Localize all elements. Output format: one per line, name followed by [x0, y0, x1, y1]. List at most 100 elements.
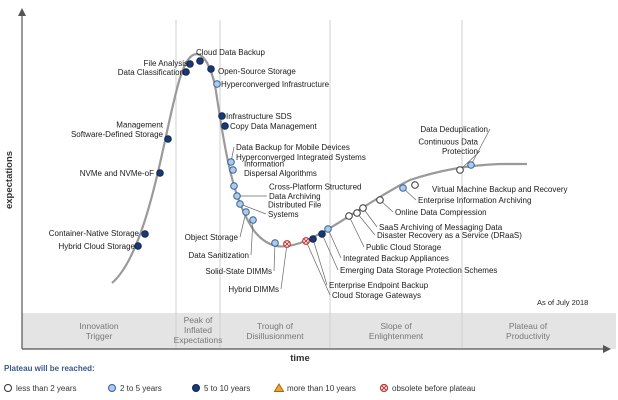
- label-file-analysis: File Analysis: [144, 59, 188, 68]
- marker-online-data-compression: [376, 196, 384, 204]
- phase-line: Trigger: [86, 331, 113, 341]
- label-line: Dispersal Algorithms: [244, 169, 317, 178]
- label-disaster-recovery-as-a-service-draas: Disaster Recovery as a Service (DRaaS): [377, 231, 522, 240]
- label-public-cloud-storage: Public Cloud Storage: [366, 243, 442, 252]
- label-line: Systems: [268, 210, 299, 219]
- marker-cloud-data-backup: [196, 57, 204, 65]
- phase-labels: Innovation Trigger Peak of Inflated Expectat…: [79, 315, 550, 345]
- y-axis-title: expectations: [4, 151, 15, 209]
- marker-integrated-backup-appliances: [324, 225, 332, 233]
- marker-container-native-storage: [141, 230, 149, 238]
- label-information-dispersal-algorithms: Information Dispersal Algorithms: [244, 160, 317, 179]
- marker-copy-data-management: [221, 122, 229, 130]
- legend-marker-5to10: [192, 384, 200, 392]
- marker-enterprise-endpoint-backup: [309, 235, 317, 243]
- label-data-deduplication: Data Deduplication: [420, 125, 488, 134]
- leader-line-enterprise-endpoint-backup: [312, 238, 328, 286]
- x-axis-arrow: [603, 345, 611, 353]
- label-line: Continuous Data: [418, 138, 478, 147]
- leader-line-data-sanitization: [250, 219, 254, 256]
- label-line: Data Archiving: [269, 192, 321, 201]
- leader-line-distributed-file-systems: [239, 203, 267, 215]
- leader-line-data-deduplication: [470, 128, 491, 166]
- marker-saas-archiving-of-messaging-data: [359, 204, 367, 212]
- label-cloud-data-backup: Cloud Data Backup: [196, 48, 265, 57]
- x-axis-title: time: [290, 353, 310, 364]
- leader-line-cloud-storage-gateways: [305, 240, 331, 296]
- marker-disaster-recovery-as-a-service-draas: [353, 209, 361, 217]
- marker-continuous-data-protection: [456, 166, 464, 174]
- leader-line-solid-state-dimms: [273, 242, 276, 272]
- label-line: Distributed File: [268, 201, 322, 210]
- marker-emerging-data-storage-protection-schemes: [318, 230, 326, 238]
- label-line: Management: [116, 121, 163, 130]
- marker-virtual-machine-backup-and-recovery: [411, 181, 419, 189]
- marker-information-dispersal-algorithms: [230, 182, 238, 190]
- label-infrastructure-sds: Infrastructure SDS: [226, 112, 292, 121]
- phase-slope-of-enlightenment: Slope of Enlightenment: [369, 321, 424, 341]
- label-object-storage: Object Storage: [185, 233, 239, 242]
- label-copy-data-management: Copy Data Management: [230, 122, 317, 131]
- phase-line: Plateau of: [509, 321, 548, 331]
- phase-line: Expectations: [174, 335, 223, 345]
- marker-open-source-storage: [207, 65, 215, 73]
- phase-line: Slope of: [380, 321, 412, 331]
- label-enterprise-information-archiving: Enterprise Information Archiving: [418, 196, 531, 205]
- phase-trough-of-disillusionment: Trough of Disillusionment: [246, 321, 304, 341]
- marker-data-deduplication: [467, 161, 475, 169]
- label-line: Cross-Platform Structured: [269, 183, 361, 192]
- label-nvme-and-nvme-of: NVMe and NVMe-oF: [80, 169, 154, 178]
- technology-labels: Hybrid Cloud Storage Container-Native Sto…: [49, 48, 568, 300]
- label-integrated-backup-appliances: Integrated Backup Appliances: [343, 254, 449, 263]
- phase-plateau-of-productivity: Plateau of Productivity: [506, 321, 551, 341]
- phase-band: [22, 313, 616, 349]
- as-of-note: As of July 2018: [537, 298, 588, 307]
- marker-cross-platform-structured-data-archiving: [233, 192, 241, 200]
- leader-line-integrated-backup-appliances: [327, 228, 342, 259]
- marker-management-software-defined-storage: [164, 135, 172, 143]
- label-line: Software-Defined Storage: [71, 130, 164, 139]
- phase-line: Disillusionment: [246, 331, 304, 341]
- label-saas-archiving-of-messaging-data: SaaS Archiving of Messaging Data: [379, 223, 503, 232]
- phase-innovation-trigger: Innovation Trigger: [79, 321, 118, 341]
- marker-hybrid-cloud-storage: [134, 242, 142, 250]
- phase-line: Inflated: [184, 325, 212, 335]
- label-continuous-data-protection: Continuous Data Protection: [418, 138, 478, 157]
- marker-hyperconverged-infrastructure: [213, 80, 221, 88]
- legend: less than 2 years 2 to 5 years 5 to 10 yea…: [4, 383, 476, 393]
- label-distributed-file-systems: Distributed File Systems: [268, 201, 322, 220]
- label-hyperconverged-integrated-systems: Hyperconverged Integrated Systems: [236, 153, 366, 162]
- label-data-backup-for-mobile-devices: Data Backup for Mobile Devices: [236, 143, 350, 152]
- legend-label-5to10: 5 to 10 years: [204, 384, 250, 393]
- marker-distributed-file-systems: [236, 200, 244, 208]
- marker-solid-state-dimms: [271, 239, 279, 247]
- marker-enterprise-information-archiving: [399, 184, 407, 192]
- legend-label-gt10: more than 10 years: [287, 384, 356, 393]
- label-line: Information: [244, 160, 284, 169]
- label-open-source-storage: Open-Source Storage: [218, 67, 296, 76]
- marker-file-analysis: [186, 60, 194, 68]
- label-virtual-machine-backup-and-recovery: Virtual Machine Backup and Recovery: [432, 185, 567, 194]
- legend-marker-lt2: [4, 384, 12, 392]
- legend-label-lt2: less than 2 years: [16, 384, 76, 393]
- leader-line-public-cloud-storage: [348, 215, 365, 248]
- label-management-software-defined-storage: Management Software-Defined Storage: [71, 121, 164, 140]
- phase-peak-of-inflated-expectations: Peak of Inflated Expectations: [174, 315, 223, 345]
- marker-nvme-and-nvme-of: [156, 169, 164, 177]
- phase-line: Peak of: [184, 315, 213, 325]
- leader-line-hybrid-dimms: [280, 243, 288, 290]
- marker-hyperconverged-integrated-systems: [229, 166, 237, 174]
- label-container-native-storage: Container-Native Storage: [49, 229, 140, 238]
- label-data-classification: Data Classification: [118, 68, 184, 77]
- label-emerging-data-storage-protection-schemes: Emerging Data Storage Protection Schemes: [340, 266, 497, 275]
- leader-line-saas-archiving-of-messaging-data: [362, 207, 378, 228]
- label-hybrid-dimms: Hybrid DIMMs: [228, 285, 279, 294]
- marker-object-storage: [242, 208, 250, 216]
- label-cloud-storage-gateways: Cloud Storage Gateways: [332, 291, 421, 300]
- phase-line: Enlightenment: [369, 331, 424, 341]
- label-data-sanitization: Data Sanitization: [189, 251, 249, 260]
- legend-label-2to5: 2 to 5 years: [120, 384, 162, 393]
- legend-marker-gt10: [273, 383, 285, 392]
- marker-data-classification: [182, 68, 190, 76]
